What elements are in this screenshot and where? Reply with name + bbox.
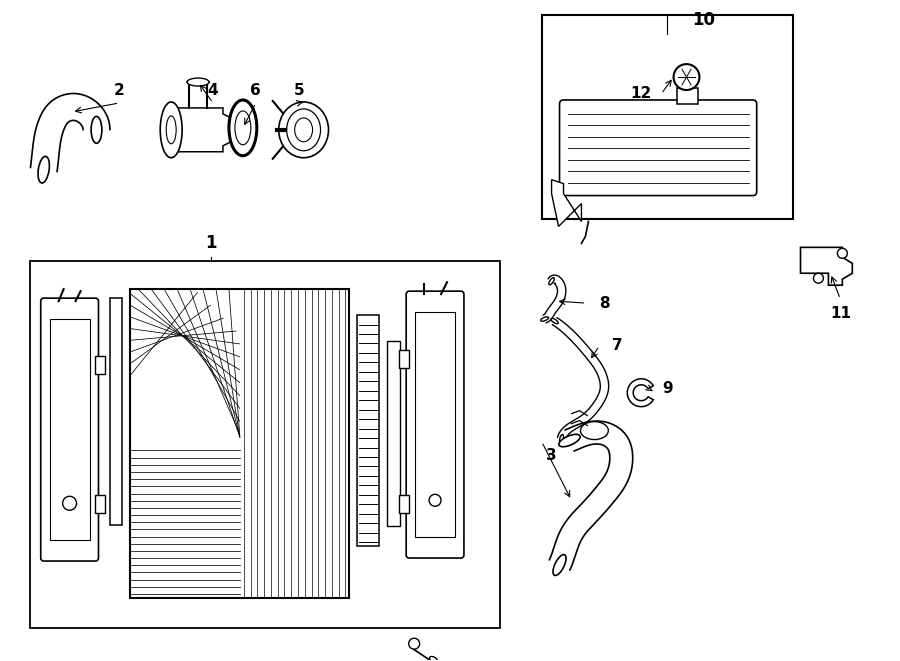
Text: 8: 8	[599, 295, 609, 311]
Ellipse shape	[580, 422, 608, 440]
Polygon shape	[552, 180, 581, 227]
Bar	[50, 319, 89, 540]
Polygon shape	[800, 247, 852, 285]
Text: 11: 11	[830, 305, 850, 321]
FancyBboxPatch shape	[40, 298, 98, 561]
FancyBboxPatch shape	[560, 100, 757, 196]
Ellipse shape	[279, 102, 328, 158]
FancyBboxPatch shape	[406, 291, 464, 558]
Bar	[95, 495, 105, 513]
Ellipse shape	[38, 157, 50, 183]
Ellipse shape	[166, 116, 176, 144]
Ellipse shape	[429, 656, 437, 661]
Circle shape	[837, 249, 847, 258]
Bar	[111, 298, 122, 525]
Ellipse shape	[287, 109, 320, 151]
Circle shape	[429, 494, 441, 506]
Bar	[30, 261, 500, 628]
Circle shape	[409, 639, 419, 649]
Bar	[95, 356, 105, 374]
Text: 1: 1	[205, 235, 217, 253]
Circle shape	[63, 496, 76, 510]
Circle shape	[814, 273, 824, 283]
Text: 4: 4	[208, 83, 219, 98]
Ellipse shape	[229, 100, 256, 156]
Text: 5: 5	[293, 83, 304, 98]
Text: 2: 2	[114, 83, 125, 98]
Ellipse shape	[559, 434, 580, 447]
Ellipse shape	[549, 278, 554, 285]
Ellipse shape	[187, 78, 209, 86]
Ellipse shape	[91, 116, 102, 143]
Text: 3: 3	[546, 448, 557, 463]
Text: 12: 12	[631, 87, 652, 102]
Ellipse shape	[541, 317, 548, 321]
Bar	[400, 350, 410, 368]
Bar	[357, 315, 379, 546]
Bar	[677, 88, 698, 104]
Ellipse shape	[294, 118, 312, 142]
Text: 10: 10	[692, 11, 716, 29]
Ellipse shape	[160, 102, 182, 158]
Bar	[387, 341, 400, 526]
Circle shape	[673, 64, 699, 90]
Text: 6: 6	[250, 83, 261, 98]
Ellipse shape	[560, 434, 563, 443]
Polygon shape	[627, 379, 653, 407]
Bar	[130, 289, 349, 598]
Bar	[415, 312, 455, 537]
Ellipse shape	[235, 111, 251, 145]
Polygon shape	[171, 108, 235, 152]
Ellipse shape	[551, 319, 558, 324]
Bar	[400, 495, 410, 513]
Text: 9: 9	[662, 381, 672, 396]
Ellipse shape	[553, 555, 566, 576]
Text: 7: 7	[612, 338, 623, 354]
Bar	[542, 15, 793, 219]
